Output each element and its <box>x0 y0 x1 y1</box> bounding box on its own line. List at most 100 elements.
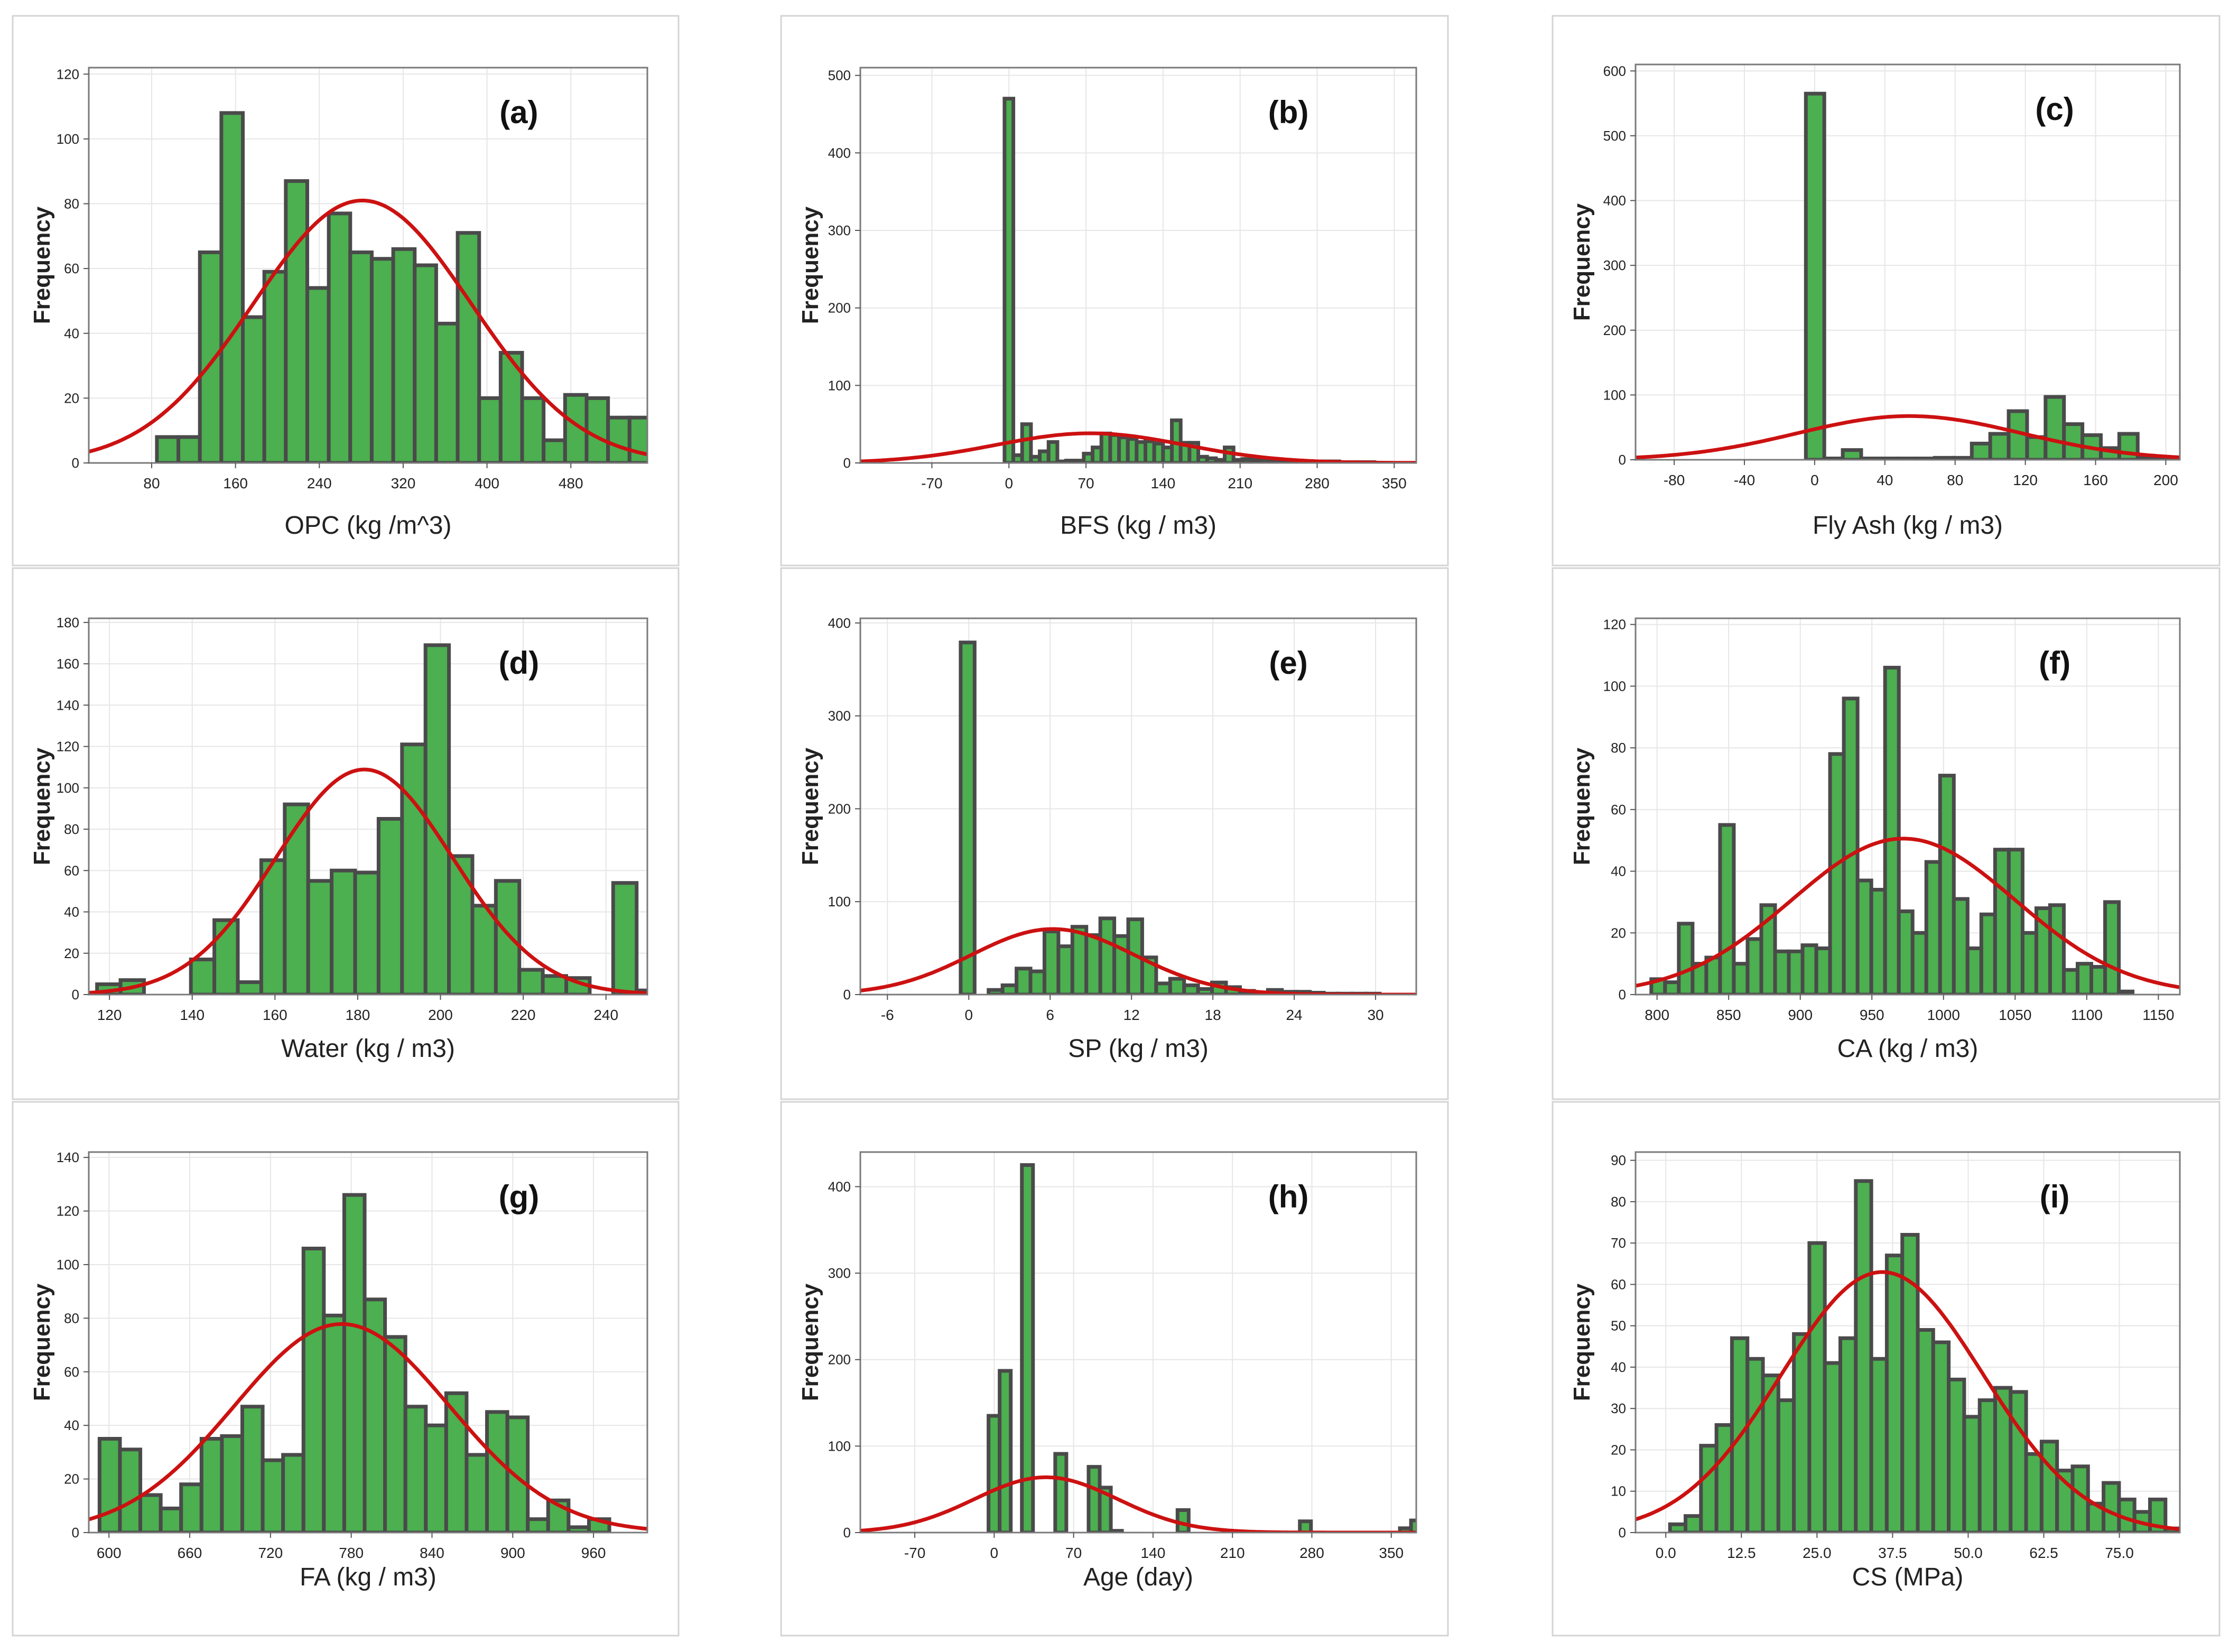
histogram-bar <box>281 1453 305 1533</box>
x-tick-label: 220 <box>511 1007 536 1023</box>
histogram-bar <box>1776 1398 1796 1533</box>
y-tick-label: 80 <box>64 196 79 212</box>
x-tick-label: 960 <box>581 1545 606 1561</box>
y-tick-label: 100 <box>828 377 851 393</box>
histogram-bar <box>1182 983 1200 995</box>
x-tick-label: 210 <box>1220 1545 1245 1561</box>
y-axis-title: Frequency <box>797 747 823 865</box>
x-tick-label: 12.5 <box>1727 1545 1756 1561</box>
y-axis-title: Frequency <box>797 206 823 324</box>
histogram-bar <box>1916 1328 1935 1533</box>
x-tick-label: 200 <box>2153 472 2178 488</box>
histogram-bar <box>517 968 545 995</box>
histogram-bar <box>1154 981 1172 995</box>
histogram-bar <box>199 1437 224 1533</box>
histogram-bar <box>305 286 331 463</box>
x-tick-label: 600 <box>97 1545 122 1561</box>
x-tick-label: 0 <box>1005 475 1013 491</box>
y-tick-label: 30 <box>1611 1400 1626 1416</box>
histogram-bar <box>959 641 977 995</box>
histogram-bar <box>2061 968 2079 995</box>
x-tick-label: 0 <box>990 1545 999 1561</box>
panel-label: (d) <box>499 645 540 681</box>
histogram-bar <box>1773 949 1791 995</box>
y-tick-label: 400 <box>1603 193 1626 209</box>
x-tick-label: 400 <box>475 475 499 491</box>
y-tick-label: 60 <box>64 1364 79 1380</box>
histogram-bar <box>1804 91 1826 460</box>
histogram-bar <box>520 396 546 463</box>
x-tick-label: 50.0 <box>1954 1545 1983 1561</box>
histogram-bar <box>138 1493 163 1533</box>
histogram-bar <box>301 1247 326 1533</box>
y-tick-label: 20 <box>1611 925 1626 941</box>
histogram-bar <box>2024 1452 2044 1533</box>
x-tick-label: -6 <box>881 1007 894 1023</box>
histogram-bar <box>342 1193 367 1533</box>
y-tick-label: 600 <box>1603 63 1626 79</box>
histogram-bar <box>1663 980 1681 995</box>
panel-frame <box>12 567 680 1100</box>
x-tick-label: 62.5 <box>2029 1545 2058 1561</box>
histogram-bar <box>1042 929 1061 995</box>
histogram-bar <box>1028 969 1046 995</box>
x-tick-label: 320 <box>391 475 416 491</box>
histogram-bar <box>1947 1377 1966 1533</box>
y-tick-label: 80 <box>1611 1194 1626 1210</box>
x-tick-label: 800 <box>1645 1007 1669 1023</box>
y-axis-title: Frequency <box>29 1283 55 1401</box>
y-tick-label: 0 <box>72 987 79 1003</box>
x-tick-label: 25.0 <box>1803 1545 1832 1561</box>
histogram-bar <box>1070 925 1089 995</box>
y-tick-label: 500 <box>828 68 851 83</box>
histogram-bar <box>1053 1452 1069 1533</box>
x-tick-label: 40 <box>1877 472 1893 488</box>
histogram-bar <box>1842 697 1860 995</box>
histogram-bar <box>118 1447 143 1533</box>
histogram-bar <box>2048 903 2066 995</box>
panel-label: (e) <box>1269 645 1307 681</box>
y-tick-label: 0 <box>843 455 851 471</box>
y-tick-label: 100 <box>1603 678 1626 694</box>
histogram-bar <box>1883 665 1901 995</box>
x-tick-label: -40 <box>1734 472 1755 488</box>
histogram-panel: 600 660 720 780 840 900 960 0 20 40 60 80 100 120 140 F… <box>12 1101 680 1637</box>
y-tick-label: 300 <box>1603 257 1626 273</box>
x-tick-label: 350 <box>1382 475 1407 491</box>
x-tick-label: 240 <box>593 1007 618 1023</box>
x-axis-title: OPC (kg /m^3) <box>285 512 452 540</box>
histogram-bar <box>236 980 263 995</box>
histogram-bar <box>348 250 374 463</box>
x-tick-label: 0.0 <box>1656 1545 1676 1561</box>
histogram-bar <box>1015 967 1033 995</box>
panel-label: (a) <box>499 95 538 130</box>
plot-frame <box>88 617 648 996</box>
histogram-bar <box>505 1415 530 1533</box>
histogram-bar <box>2020 931 2038 995</box>
y-tick-label: 200 <box>828 801 851 816</box>
histogram-bar <box>1838 1336 1858 1533</box>
histogram-bar <box>1988 432 2011 460</box>
histogram-bar <box>353 870 380 995</box>
x-tick-label: 30 <box>1367 1007 1383 1023</box>
x-tick-label: 840 <box>420 1545 444 1561</box>
x-tick-label: 720 <box>258 1545 283 1561</box>
x-tick-label: 160 <box>263 1007 287 1023</box>
x-tick-label: 350 <box>1379 1545 1404 1561</box>
x-axis-title: CS (MPa) <box>1852 1563 1964 1591</box>
histogram-panel: 800 850 900 950 1000 1050 1100 1150 0 20 40 60 80 100… <box>1552 567 2221 1100</box>
histogram-bar <box>330 868 357 995</box>
histogram-bar <box>1098 916 1117 995</box>
x-axis-title: Water (kg / m3) <box>281 1035 455 1063</box>
histogram-bar <box>1800 943 1818 995</box>
histogram-bar <box>159 1506 183 1533</box>
histogram-bar <box>97 1437 122 1533</box>
histogram-bar <box>465 1453 489 1533</box>
histogram-bar <box>1979 912 1997 995</box>
normal-fit-curve <box>89 1322 647 1531</box>
panel-frame <box>780 567 1449 1100</box>
histogram-panel: -70 0 70 140 210 280 350 0 100 200 300 400 Age (day)… <box>780 1101 1449 1637</box>
x-tick-label: 660 <box>178 1545 202 1561</box>
